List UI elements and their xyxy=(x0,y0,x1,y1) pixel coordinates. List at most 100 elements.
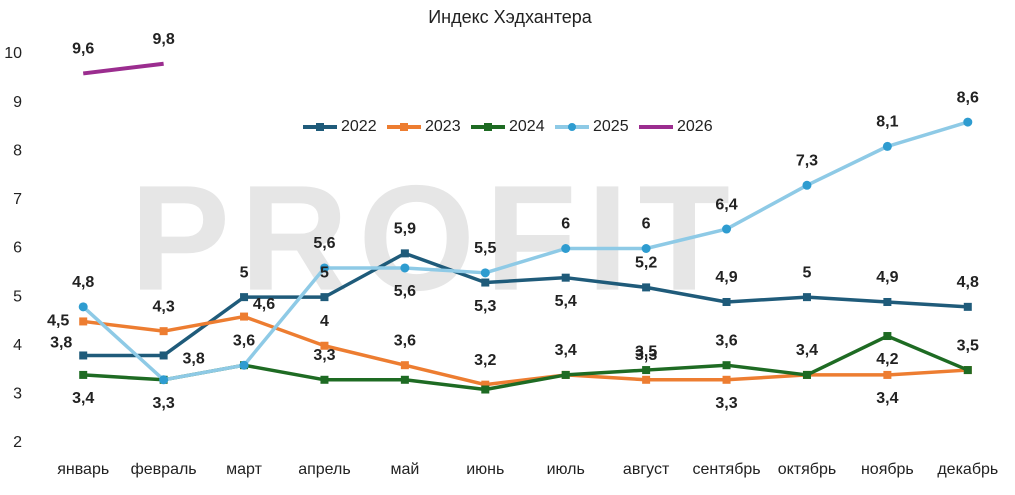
marker xyxy=(319,263,329,273)
marker xyxy=(79,370,88,379)
marker xyxy=(159,375,169,385)
data-label: 4,8 xyxy=(957,274,979,291)
marker xyxy=(641,244,651,253)
data-label: 5,6 xyxy=(313,235,335,252)
x-tick-label: ноябрь xyxy=(861,461,914,478)
marker xyxy=(400,361,409,370)
legend-label: 2024 xyxy=(509,118,545,135)
data-label: 3,5 xyxy=(957,337,979,354)
data-label: 3,3 xyxy=(715,395,737,412)
data-label: 5 xyxy=(240,264,249,281)
data-label: 4,3 xyxy=(153,298,175,315)
y-tick-label: 7 xyxy=(13,191,22,208)
marker xyxy=(802,180,812,190)
y-tick-label: 10 xyxy=(4,45,22,62)
marker xyxy=(642,366,651,375)
marker xyxy=(320,375,329,384)
marker xyxy=(561,370,570,379)
data-label: 4 xyxy=(320,313,329,330)
data-label: 5,4 xyxy=(555,293,577,310)
marker xyxy=(481,380,490,389)
y-tick-label: 8 xyxy=(13,142,22,159)
data-label: 5,5 xyxy=(474,240,496,257)
data-label: 4,5 xyxy=(47,313,69,330)
marker xyxy=(400,249,409,258)
data-label: 5,6 xyxy=(394,283,416,300)
marker xyxy=(240,312,249,321)
legend-label: 2023 xyxy=(425,118,461,135)
data-label: 3,8 xyxy=(50,335,72,352)
marker xyxy=(883,332,892,341)
marker xyxy=(481,385,490,394)
data-label: 3,8 xyxy=(183,351,205,368)
data-label: 7,3 xyxy=(796,153,818,170)
marker xyxy=(480,268,490,278)
marker xyxy=(159,327,168,336)
data-label: 4,9 xyxy=(715,269,737,286)
data-label: 5,2 xyxy=(635,255,657,272)
data-label: 6 xyxy=(642,216,651,233)
marker xyxy=(963,117,973,127)
marker xyxy=(722,361,731,370)
x-tick-label: январь xyxy=(57,461,109,478)
marker xyxy=(320,293,329,302)
legend-marker xyxy=(484,123,492,131)
marker xyxy=(642,375,651,384)
y-tick-label: 5 xyxy=(13,288,22,305)
legend-label: 2022 xyxy=(341,118,377,135)
marker xyxy=(481,278,490,287)
data-label: 9,8 xyxy=(153,31,175,48)
data-label: 4,9 xyxy=(876,269,898,286)
legend-marker xyxy=(400,123,408,131)
marker xyxy=(963,302,972,311)
x-tick-label: август xyxy=(623,461,670,478)
marker xyxy=(561,244,571,253)
data-label: 6 xyxy=(561,216,570,233)
data-label: 4,2 xyxy=(876,351,898,368)
x-tick-label: июль xyxy=(547,461,585,478)
x-tick-label: декабрь xyxy=(937,461,998,478)
data-label: 3,3 xyxy=(635,347,657,364)
y-tick-label: 2 xyxy=(13,434,22,451)
watermark: PROFIT xyxy=(130,154,740,322)
data-label: 3,6 xyxy=(233,332,255,349)
y-tick-label: 3 xyxy=(13,386,22,403)
marker xyxy=(722,224,732,234)
series-line xyxy=(82,120,969,382)
marker xyxy=(722,297,731,306)
chart-title: Индекс Хэдхантера xyxy=(428,7,593,27)
series-line xyxy=(82,314,968,387)
data-label: 5 xyxy=(320,264,329,281)
data-label: 3,5 xyxy=(635,343,657,360)
data-label: 4,6 xyxy=(253,296,275,313)
marker xyxy=(642,283,651,292)
data-label: 5,9 xyxy=(394,221,416,238)
series-line xyxy=(83,334,969,392)
series-line xyxy=(82,61,164,76)
data-label: 3,3 xyxy=(153,395,175,412)
data-label: 4,8 xyxy=(72,274,94,291)
data-label: 8,1 xyxy=(876,114,898,131)
x-tick-label: июнь xyxy=(466,461,504,478)
data-label: 6,4 xyxy=(715,196,737,213)
marker xyxy=(320,341,329,350)
marker xyxy=(722,375,731,384)
legend-label: 2026 xyxy=(677,118,713,135)
x-tick-label: апрель xyxy=(298,461,351,478)
legend-marker xyxy=(568,123,576,131)
marker xyxy=(159,351,168,360)
series-line xyxy=(83,251,968,358)
data-label: 9,6 xyxy=(72,41,94,58)
data-label: 3,6 xyxy=(394,332,416,349)
data-label: 3,4 xyxy=(555,342,577,359)
y-tick-label: 9 xyxy=(13,94,22,111)
data-label: 5 xyxy=(803,264,812,281)
marker xyxy=(883,297,892,306)
legend-label: 2025 xyxy=(593,118,629,135)
x-tick-label: октябрь xyxy=(778,461,836,478)
data-label: 3,4 xyxy=(72,390,94,407)
data-label: 5,3 xyxy=(474,298,496,315)
marker xyxy=(561,273,570,282)
data-label: 3,4 xyxy=(796,342,818,359)
